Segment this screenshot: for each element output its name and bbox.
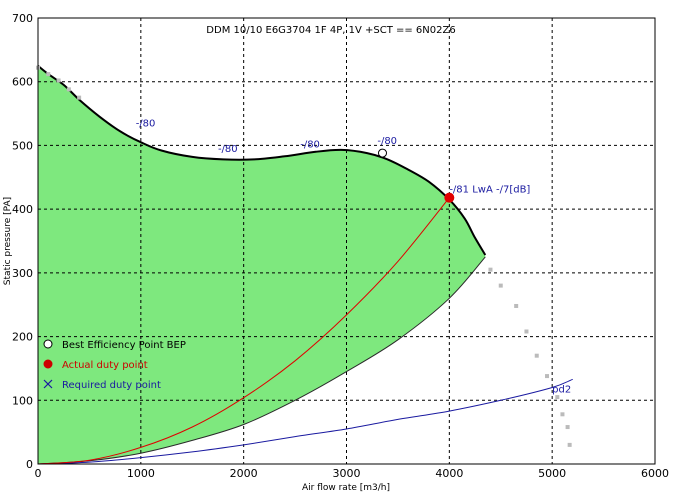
x-tick-label: 0 — [35, 467, 42, 480]
y-tick-label: 500 — [12, 139, 33, 152]
legend-label: Actual duty point — [62, 360, 148, 371]
legend: Best Efficiency Point BEP Actual duty poi… — [43, 339, 186, 391]
y-tick-label: 300 — [12, 267, 33, 280]
curve-marker — [498, 283, 503, 288]
tick-labels: 0 1000 2000 3000 4000 5000 6000 0 100 200 300 400 50… — [12, 12, 669, 480]
series-lines — [37, 65, 573, 465]
curve-marker — [488, 267, 493, 272]
operating-area-fill — [38, 65, 486, 465]
curve-annotation: pd2 — [552, 385, 571, 396]
curve-marker — [560, 412, 565, 417]
bep-marker — [377, 148, 387, 158]
legend-label: Required duty point — [62, 380, 161, 391]
legend-marker-bep — [43, 339, 53, 349]
annotations: -/80 -/80 -/80 -/80 -/81 LwA -/7[dB] pd2 — [136, 118, 572, 395]
operating-area — [37, 65, 486, 465]
curve-marker — [567, 442, 572, 447]
y-tick-label: 600 — [12, 76, 33, 89]
y-tick-label: 200 — [12, 331, 33, 344]
y-tick-label: 100 — [12, 394, 33, 407]
y-tick-label: 400 — [12, 203, 33, 216]
grid-lines — [38, 18, 655, 464]
curve-marker — [534, 353, 539, 358]
x-tick-label: 5000 — [538, 467, 566, 480]
min-curve-line — [37, 256, 486, 465]
legend-label: Best Efficiency Point BEP — [62, 340, 186, 351]
x-tick-label: 2000 — [230, 467, 258, 480]
x-tick-label: 1000 — [127, 467, 155, 480]
data-points — [36, 65, 572, 447]
y-tick-label: 700 — [12, 12, 33, 25]
curve-marker — [524, 329, 529, 334]
x-tick-label: 3000 — [333, 467, 361, 480]
legend-marker-required — [43, 379, 53, 389]
curve-marker — [555, 395, 560, 400]
x-tick-label: 6000 — [641, 467, 669, 480]
curve-marker — [77, 95, 82, 100]
required-duty-curve — [37, 378, 573, 465]
plot-frame — [37, 17, 656, 465]
system-curve — [37, 197, 450, 465]
curve-annotation: -/80 — [377, 136, 397, 147]
curve-marker — [56, 78, 61, 83]
curve-marker — [545, 374, 550, 379]
curve-annotation: -/80 — [218, 144, 238, 155]
y-axis-label: Static pressure [PA] — [3, 197, 13, 285]
curve-annotation: -/80 — [136, 118, 156, 129]
duty-point-marker — [444, 192, 455, 203]
x-axis-label: Air flow rate [m3/h] — [302, 483, 390, 493]
curve-marker — [565, 425, 570, 430]
x-tick-label: 4000 — [435, 467, 463, 480]
curve-marker — [46, 72, 51, 77]
y-tick-label: 0 — [26, 458, 33, 471]
curve-annotation: -/81 LwA -/7[dB] — [449, 185, 530, 196]
curve-marker — [66, 87, 71, 92]
curve-marker — [514, 303, 519, 308]
curve-annotation: -/80 — [300, 139, 320, 150]
fan-curve — [37, 65, 487, 256]
chart-title: DDM 10/10 E6G3704 1F 4P, 1V +SCT == 6N02… — [206, 25, 455, 36]
legend-marker-duty — [43, 359, 53, 369]
